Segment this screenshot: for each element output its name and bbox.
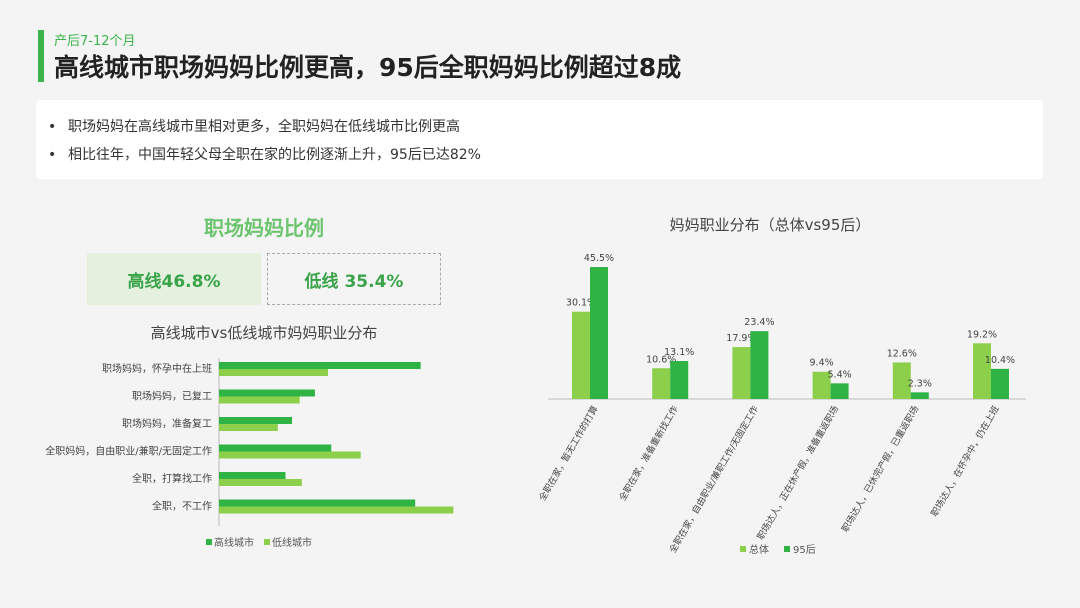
vchart-category-label: 全职在家，暂无工作的打算 bbox=[536, 404, 600, 504]
vchart-data-label: 9.4% bbox=[810, 358, 834, 369]
vchart-bar-gen95 bbox=[590, 267, 608, 399]
hchart-bar-high bbox=[219, 389, 315, 397]
hchart-bar-low bbox=[219, 369, 328, 376]
vchart-category-label: 职场达人，正在休产假，准备重返职场 bbox=[754, 404, 841, 543]
hchart-bar-high bbox=[219, 444, 332, 452]
title-accent-bar bbox=[38, 30, 44, 82]
vchart-bar-overall bbox=[732, 347, 751, 399]
vchart-bar-gen95 bbox=[670, 361, 689, 399]
summary-bullet-text: 相比往年，中国年轻父母全职在家的比例逐渐上升，95后已达82% bbox=[68, 147, 481, 163]
vchart-bar-gen95 bbox=[830, 383, 849, 399]
vchart-bar-gen95 bbox=[991, 368, 1009, 399]
vchart-data-label: 17.9% bbox=[726, 333, 756, 344]
vchart-bar-overall bbox=[812, 371, 831, 399]
vchart-data-label: 10.4% bbox=[985, 355, 1015, 366]
vchart-data-label: 12.6% bbox=[887, 348, 917, 359]
page-title: 高线城市职场妈妈比例更高，95后全职妈妈比例超过8成 bbox=[54, 53, 682, 82]
hchart-legend-label: 低线城市 bbox=[272, 536, 312, 549]
mom-occupation-bar-chart: 30.1% 45.5% 全职在家，暂无工作的打算 10.6%13.1% 全职在家，准备重… bbox=[536, 253, 1026, 556]
summary-box: • 职场妈妈在高线城市里相对更多，全职妈妈在低线城市比例更高 • 相比往年，中国年轻… bbox=[36, 100, 1043, 179]
hchart-bar-low bbox=[219, 396, 300, 404]
working-mom-ratio-title: 职场妈妈比例 bbox=[204, 216, 324, 240]
hchart-bar-low bbox=[219, 506, 454, 514]
vchart-category-label: 全职在家，准备重新找工作 bbox=[616, 404, 680, 504]
hchart-category-label: 全职，不工作 bbox=[152, 500, 212, 513]
hchart-category-label: 全职妈妈，自由职业/兼职/无固定工作 bbox=[45, 445, 212, 458]
vchart-category-label: 职场达人，在怀孕中，仍在上班 bbox=[928, 404, 1001, 519]
vchart-legend-label: 总体 bbox=[749, 543, 769, 556]
vchart-legend-swatch bbox=[784, 546, 790, 552]
vchart-bar-overall bbox=[973, 343, 991, 399]
vchart-data-label: 45.5% bbox=[584, 253, 614, 264]
high-tier-ratio-box: 高线46.8% bbox=[87, 253, 261, 305]
hchart-legend-swatch bbox=[206, 539, 212, 545]
summary-bullet-text: 职场妈妈在高线城市里相对更多，全职妈妈在低线城市比例更高 bbox=[68, 119, 460, 135]
hchart-category-label: 全职，打算找工作 bbox=[132, 472, 212, 485]
summary-bullet: • 相比往年，中国年轻父母全职在家的比例逐渐上升，95后已达82% bbox=[48, 147, 481, 163]
hchart-legend-label: 高线城市 bbox=[214, 536, 254, 549]
vchart-legend-swatch bbox=[740, 546, 746, 552]
vchart-data-label: 10.6% bbox=[646, 354, 676, 365]
hchart-category-label: 职场妈妈，已复工 bbox=[132, 390, 212, 403]
hchart-category-label: 职场妈妈，怀孕中在上班 bbox=[102, 362, 212, 375]
hchart-legend-swatch bbox=[264, 539, 270, 545]
vchart-bar-overall bbox=[652, 368, 671, 399]
vchart-title: 妈妈职业分布（总体vs95后） bbox=[669, 216, 871, 234]
vchart-bar-gen95 bbox=[910, 392, 929, 399]
hchart-bar-low bbox=[219, 479, 302, 486]
hchart-title: 高线城市vs低线城市妈妈职业分布 bbox=[150, 324, 378, 342]
hchart-bar-low bbox=[219, 451, 361, 459]
hchart-bar-high bbox=[219, 417, 293, 424]
hchart-bar-high bbox=[219, 362, 421, 369]
vchart-data-label: 19.2% bbox=[967, 329, 997, 340]
summary-bullet: • 职场妈妈在高线城市里相对更多，全职妈妈在低线城市比例更高 bbox=[48, 119, 460, 135]
vchart-legend-label: 95后 bbox=[793, 544, 816, 556]
vchart-data-label: 23.4% bbox=[744, 317, 774, 328]
vchart-bar-overall bbox=[572, 311, 590, 399]
hchart-bar-high bbox=[219, 499, 416, 507]
page-subtitle: 产后7-12个月 bbox=[54, 34, 136, 49]
vchart-bar-gen95 bbox=[750, 331, 769, 399]
vchart-category-label: 全职在家，自由职业/兼职工作/无固定工作 bbox=[667, 404, 761, 556]
vchart-data-label: 5.4% bbox=[828, 369, 852, 380]
vchart-data-label: 30.1% bbox=[566, 298, 596, 309]
hchart-category-label: 职场妈妈，准备复工 bbox=[122, 417, 212, 430]
low-tier-ratio-box: 低线 35.4% bbox=[267, 253, 441, 305]
vchart-data-label: 2.3% bbox=[908, 378, 932, 389]
city-tier-bar-chart: 职场妈妈，怀孕中在上班职场妈妈，已复工职场妈妈，准备复工全职妈妈，自由职业/兼职… bbox=[45, 358, 454, 549]
vchart-data-label: 13.1% bbox=[664, 347, 694, 358]
hchart-bar-high bbox=[219, 472, 286, 479]
vchart-category-label: 职场达人，已休完产假，已重返职场 bbox=[839, 404, 921, 535]
vchart-bar-overall bbox=[892, 362, 911, 399]
hchart-bar-low bbox=[219, 424, 278, 431]
